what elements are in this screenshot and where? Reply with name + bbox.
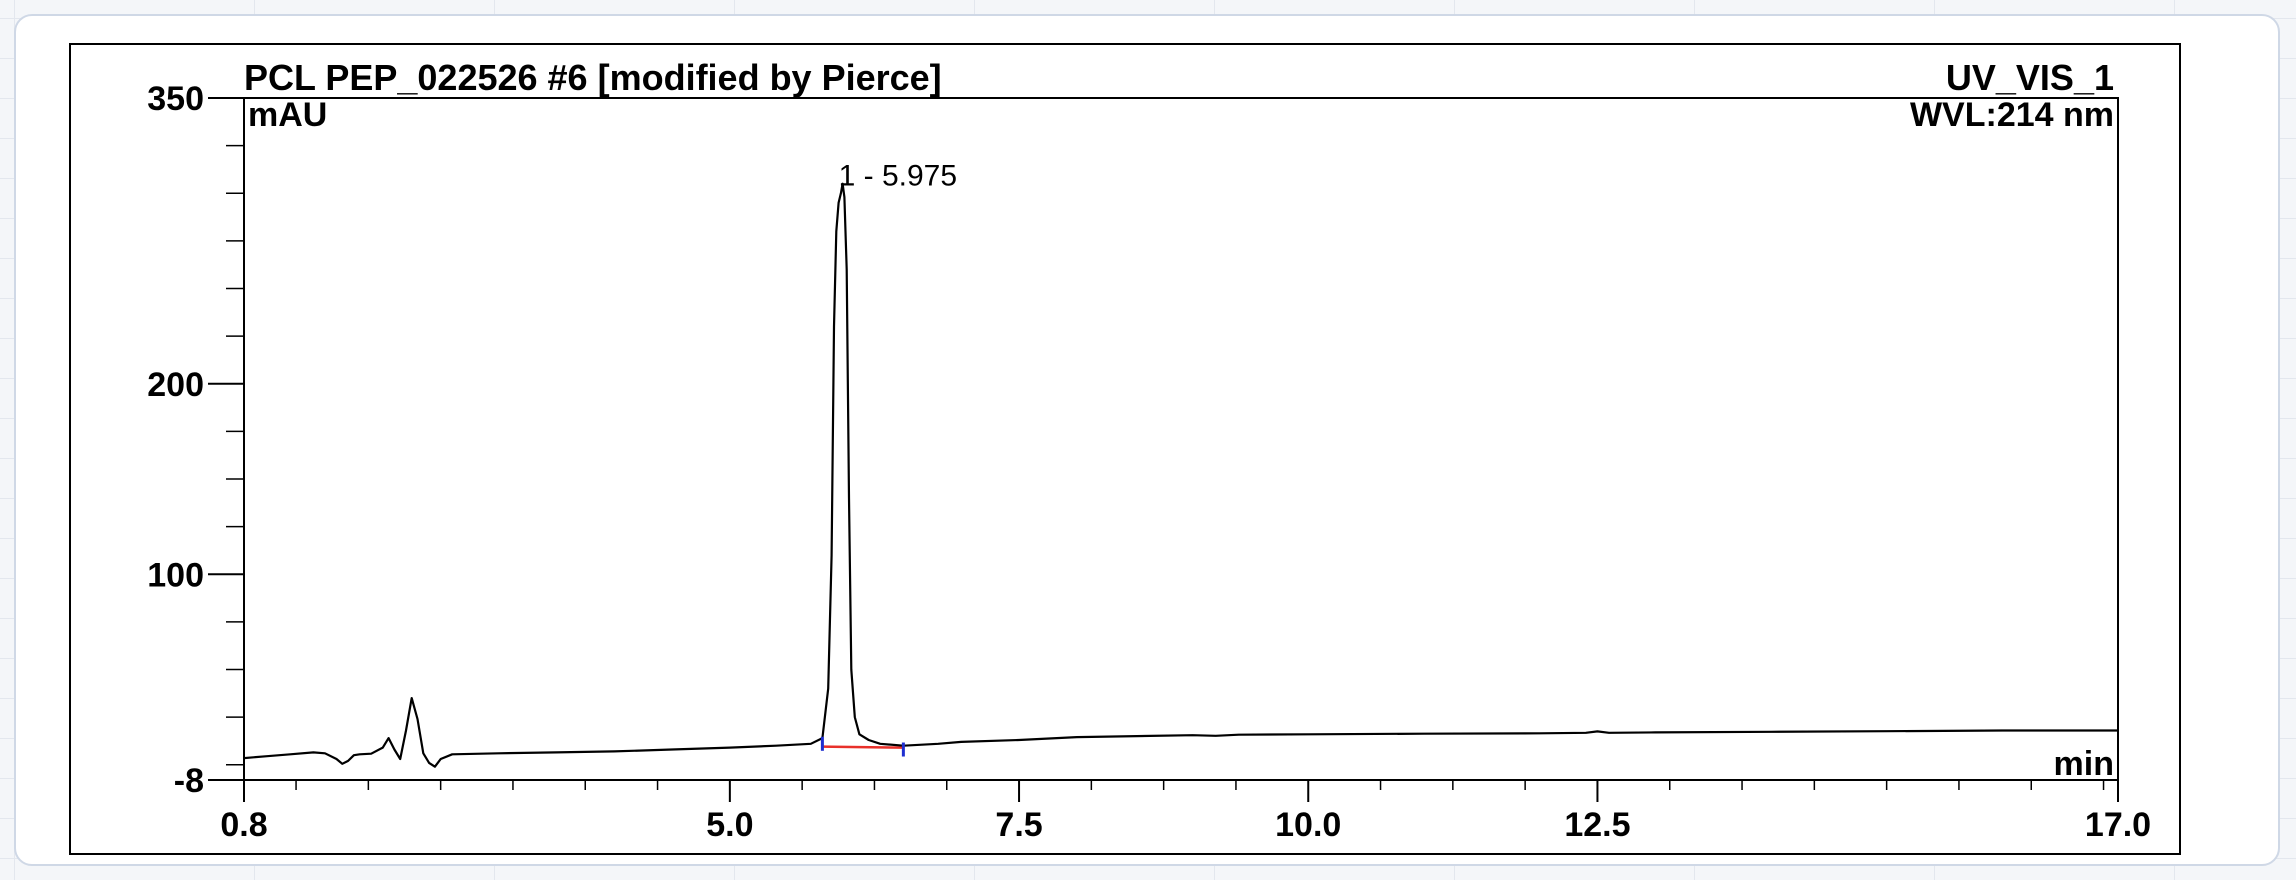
y-axis-unit-label: mAU <box>248 96 327 134</box>
outer-plot-frame <box>69 43 2181 855</box>
x-tick-label: 0.8 <box>220 806 267 844</box>
y-tick-label: 100 <box>147 556 204 594</box>
x-tick-label: 17.0 <box>2085 806 2151 844</box>
peak-label: 1 - 5.975 <box>839 159 957 192</box>
axis-tick-labels: -8 100 200 350 0.8 5.0 7.5 10.0 12.5 17.0 <box>147 80 2151 844</box>
y-tick-label: 350 <box>147 80 204 118</box>
x-tick-label: 5.0 <box>706 806 753 844</box>
integration-baseline <box>822 745 904 749</box>
y-tick-label: 200 <box>147 366 204 404</box>
chromatogram-trace <box>243 182 2118 768</box>
plot-area <box>243 97 2119 781</box>
x-axis-unit-label: min <box>2054 745 2114 783</box>
x-tick-label: 12.5 <box>1564 806 1630 844</box>
x-tick-label: 10.0 <box>1275 806 1341 844</box>
series-layer <box>243 182 2118 768</box>
wavelength-label: WVL:214 nm <box>1910 96 2114 134</box>
x-tick-label: 7.5 <box>995 806 1042 844</box>
y-tick-label: -8 <box>174 762 204 800</box>
chart-title: PCL PEP_022526 #6 [modified by Pierce] <box>244 57 942 98</box>
channel-label: UV_VIS_1 <box>1946 57 2114 98</box>
axis-ticks <box>208 97 2119 802</box>
annotation-layer: 1 - 5.975 <box>820 159 957 757</box>
